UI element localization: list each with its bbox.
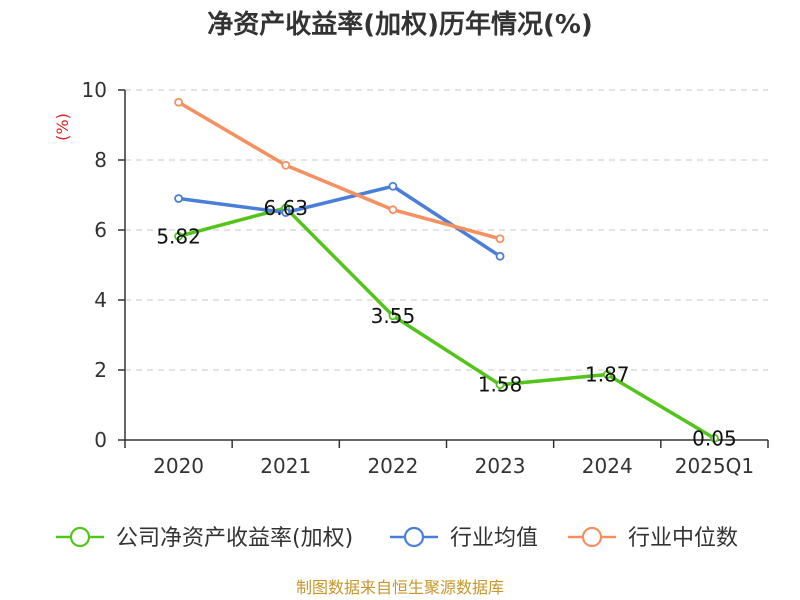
data-point xyxy=(174,194,183,203)
data-point xyxy=(602,370,612,379)
series-1 xyxy=(174,181,505,261)
source-note: 制图数据来自恒生聚源数据库 xyxy=(296,578,504,597)
data-point xyxy=(495,380,505,390)
series-2 xyxy=(174,97,505,244)
series-group xyxy=(174,97,719,443)
data-point xyxy=(388,205,398,215)
legend-marker xyxy=(69,526,91,548)
data-labels: 5.82 6.63 3.55 1.58 1.87 0.05 xyxy=(156,196,736,450)
y-axis-label: (%) xyxy=(53,113,72,141)
data-point xyxy=(495,251,505,261)
legend: 公司净资产收益率(加权) 行业均值 行业中位数 xyxy=(56,526,738,551)
series-0 xyxy=(174,203,719,443)
legend-label: 行业中位数 xyxy=(628,526,738,551)
x-tick-label: 2022 xyxy=(367,454,418,478)
x-axis: 2020 2021 2022 2023 2024 2025Q1 xyxy=(124,439,769,478)
legend-marker xyxy=(403,526,425,548)
data-label: 3.55 xyxy=(371,304,416,328)
x-tick-label: 2024 xyxy=(582,454,633,478)
data-label: 5.82 xyxy=(156,224,201,248)
y-tick-label: 10 xyxy=(82,78,107,102)
data-point xyxy=(281,208,291,217)
series-line xyxy=(176,100,502,241)
data-point xyxy=(281,160,291,170)
y-axis: 0 2 4 6 8 10 xyxy=(82,78,126,452)
legend-label: 行业均值 xyxy=(450,526,538,551)
y-tick-label: 6 xyxy=(94,218,107,242)
x-tick-label: 2021 xyxy=(260,454,311,478)
data-point xyxy=(388,181,398,191)
x-tick-label: 2020 xyxy=(153,454,204,478)
series-line xyxy=(176,184,502,258)
x-tick-label: 2023 xyxy=(475,454,526,478)
grid-lines xyxy=(125,89,768,371)
chart-title: 净资产收益率(加权)历年情况(%) xyxy=(207,9,593,40)
data-point xyxy=(710,433,719,443)
series-line xyxy=(176,206,717,440)
data-label: 0.05 xyxy=(692,426,737,450)
y-tick-label: 2 xyxy=(94,358,107,382)
y-tick-label: 8 xyxy=(94,148,107,172)
data-point xyxy=(174,97,183,107)
x-tick-label: 2025Q1 xyxy=(675,454,754,478)
legend-label: 公司净资产收益率(加权) xyxy=(116,526,353,551)
data-point xyxy=(388,311,398,321)
data-label: 1.58 xyxy=(478,373,523,397)
data-label: 1.87 xyxy=(585,363,630,387)
data-label: 6.63 xyxy=(263,196,308,220)
data-point xyxy=(495,234,505,244)
y-tick-label: 0 xyxy=(94,428,107,452)
legend-marker xyxy=(581,526,603,548)
y-tick-label: 4 xyxy=(94,288,107,312)
data-point xyxy=(174,231,183,241)
